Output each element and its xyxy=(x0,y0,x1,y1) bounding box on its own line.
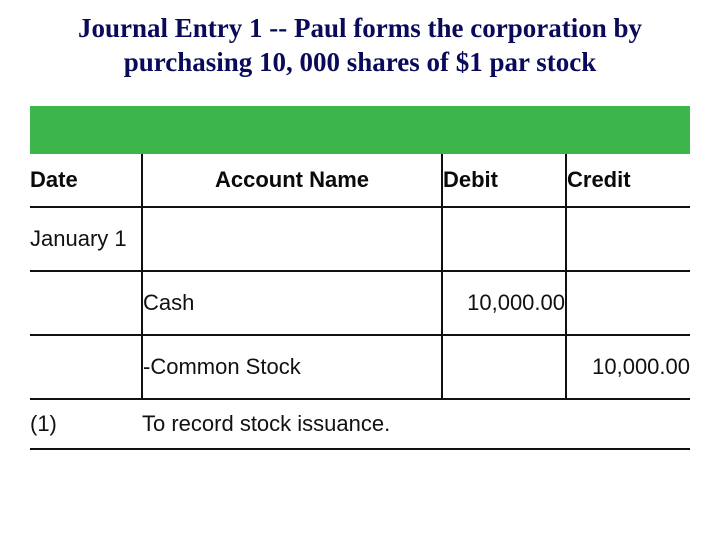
table-row: -Common Stock 10,000.00 xyxy=(30,335,690,399)
cell-credit xyxy=(566,207,690,271)
table-green-bar xyxy=(30,106,690,154)
page-title: Journal Entry 1 -- Paul forms the corpor… xyxy=(40,12,680,80)
cell-account: -Common Stock xyxy=(142,335,442,399)
table-note-row: (1) To record stock issuance. xyxy=(30,399,690,449)
cell-credit xyxy=(566,271,690,335)
table-row: Cash 10,000.00 xyxy=(30,271,690,335)
cell-credit: 10,000.00 xyxy=(566,335,690,399)
table-row: January 1 xyxy=(30,207,690,271)
cell-account xyxy=(142,207,442,271)
green-bar-cell xyxy=(30,106,690,154)
cell-debit: 10,000.00 xyxy=(442,271,566,335)
journal-entry-table: Date Account Name Debit Credit January 1… xyxy=(30,106,690,450)
col-header-date: Date xyxy=(30,154,142,207)
cell-account: Cash xyxy=(142,271,442,335)
cell-debit xyxy=(442,207,566,271)
note-number: (1) xyxy=(30,399,142,449)
table-header-row: Date Account Name Debit Credit xyxy=(30,154,690,207)
cell-date: January 1 xyxy=(30,207,142,271)
cell-date xyxy=(30,335,142,399)
col-header-credit: Credit xyxy=(566,154,690,207)
note-text: To record stock issuance. xyxy=(142,399,690,449)
col-header-account: Account Name xyxy=(142,154,442,207)
cell-date xyxy=(30,271,142,335)
cell-debit xyxy=(442,335,566,399)
col-header-debit: Debit xyxy=(442,154,566,207)
